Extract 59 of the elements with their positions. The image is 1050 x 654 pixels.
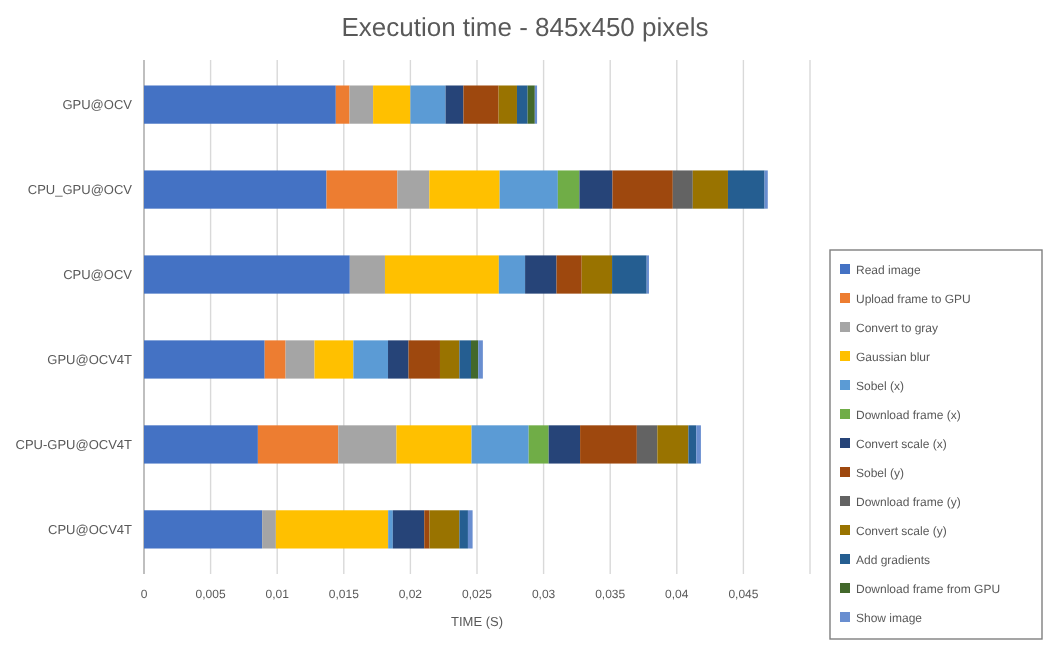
bar <box>527 85 535 124</box>
bar <box>498 255 526 294</box>
bar <box>612 170 673 209</box>
bar <box>439 340 460 379</box>
bar <box>349 85 374 124</box>
bar <box>144 85 336 124</box>
bar <box>657 425 689 464</box>
bar <box>463 85 499 124</box>
bar <box>528 425 549 464</box>
bar <box>144 255 350 294</box>
bar <box>471 425 529 464</box>
bar <box>525 255 557 294</box>
bar <box>580 425 637 464</box>
bar <box>392 510 425 549</box>
bar <box>338 425 397 464</box>
bar <box>429 510 460 549</box>
bar <box>353 340 389 379</box>
bar <box>275 510 389 549</box>
bar <box>314 340 354 379</box>
bar <box>471 340 479 379</box>
bar <box>688 425 697 464</box>
bar <box>349 255 385 294</box>
bar <box>262 510 276 549</box>
bar <box>429 170 500 209</box>
bar <box>516 85 528 124</box>
bar <box>424 510 430 549</box>
chart-title: Execution time - 845x450 pixels <box>341 12 710 42</box>
bar <box>636 425 658 464</box>
bar <box>388 340 409 379</box>
bar <box>548 425 581 464</box>
bar <box>727 170 765 209</box>
bar <box>397 170 430 209</box>
bar <box>459 510 468 549</box>
bar <box>445 85 464 124</box>
bar <box>459 340 472 379</box>
bar <box>373 85 411 124</box>
bar <box>556 255 582 294</box>
bar <box>408 340 440 379</box>
bar <box>410 85 446 124</box>
bar <box>612 255 647 294</box>
bar <box>692 170 728 209</box>
bar <box>396 425 472 464</box>
bar <box>264 340 286 379</box>
bar <box>144 340 265 379</box>
bar <box>285 340 315 379</box>
bar <box>467 510 473 549</box>
bar <box>144 425 258 464</box>
bar <box>579 170 613 209</box>
bar <box>257 425 339 464</box>
bar <box>144 510 263 549</box>
bar <box>499 170 558 209</box>
bar <box>581 255 613 294</box>
bar <box>144 170 327 209</box>
bar <box>557 170 580 209</box>
bar <box>335 85 350 124</box>
bar <box>672 170 693 209</box>
bar <box>498 85 517 124</box>
bar <box>384 255 499 294</box>
bar <box>326 170 398 209</box>
